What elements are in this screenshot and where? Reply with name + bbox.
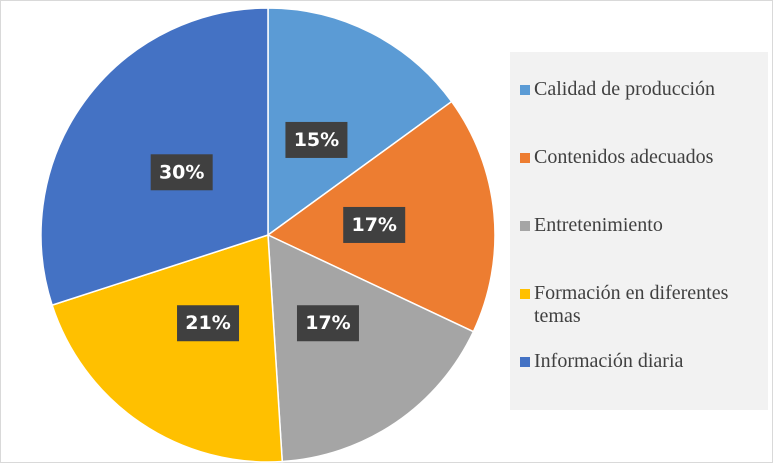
legend-item: Información diaria — [520, 350, 768, 418]
legend-label: Formación en diferentes temas — [534, 282, 729, 327]
legend-label: Entretenimiento — [534, 214, 663, 236]
legend-item: Entretenimiento — [520, 214, 768, 282]
data-label: 30% — [159, 161, 204, 183]
legend-label: Información diaria — [534, 350, 684, 372]
data-label: 21% — [185, 312, 230, 334]
data-label-box — [285, 121, 348, 158]
legend-label: Calidad de producción — [534, 78, 716, 100]
data-label: 17% — [351, 214, 396, 236]
data-label: 15% — [294, 129, 339, 151]
pie-slice — [267, 233, 475, 463]
legend-swatch — [520, 153, 530, 163]
legend-swatch — [520, 221, 530, 231]
data-label-box — [150, 154, 213, 191]
data-label-box — [296, 305, 359, 342]
pie-slice — [51, 233, 284, 463]
legend-swatch — [520, 357, 530, 367]
data-label-box — [177, 305, 240, 342]
legend-swatch — [520, 85, 530, 95]
data-label: 17% — [305, 312, 350, 334]
legend: Calidad de producción Contenidos adecuado… — [510, 52, 768, 410]
legend-swatch — [520, 289, 530, 299]
legend-label: Contenidos adecuados — [534, 146, 714, 168]
data-label-box — [343, 206, 406, 243]
legend-item: Contenidos adecuados — [520, 146, 768, 214]
legend-item: Calidad de producción — [520, 78, 768, 146]
legend-item: Formación en diferentes temas — [520, 282, 768, 350]
pie-slice — [267, 7, 453, 237]
